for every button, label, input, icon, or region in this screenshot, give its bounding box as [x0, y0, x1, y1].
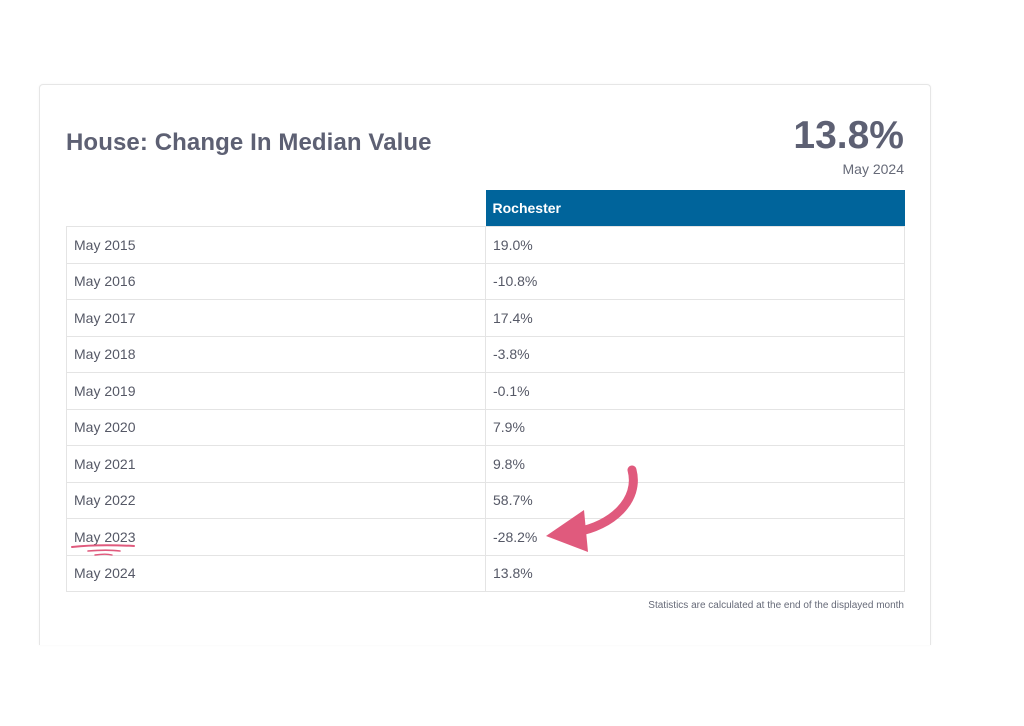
- table-row: May 2016 -10.8%: [66, 262, 905, 300]
- table-row: May 2022 58.7%: [66, 481, 905, 519]
- row-value: 13.8%: [485, 554, 905, 592]
- median-value-table: Rochester May 2015 19.0% May 2016 -10.8%…: [66, 190, 905, 592]
- row-value: 7.9%: [485, 408, 905, 446]
- table-row: May 2015 19.0%: [66, 226, 905, 264]
- row-period: May 2018: [66, 335, 486, 373]
- row-value: -10.8%: [485, 262, 905, 300]
- table-row: May 2020 7.9%: [66, 408, 905, 446]
- row-period: May 2015: [66, 226, 486, 264]
- row-value: 19.0%: [485, 226, 905, 264]
- table-row-highlighted: May 2023 -28.2%: [66, 518, 905, 556]
- row-value: -0.1%: [485, 372, 905, 410]
- column-header-rochester: Rochester: [485, 190, 905, 227]
- table-row: May 2017 17.4%: [66, 299, 905, 337]
- stats-card: House: Change In Median Value 13.8% May …: [39, 84, 931, 645]
- row-value: 58.7%: [485, 481, 905, 519]
- row-period: May 2022: [66, 481, 486, 519]
- row-period: May 2021: [66, 445, 486, 483]
- table-row: May 2021 9.8%: [66, 445, 905, 483]
- row-value: -3.8%: [485, 335, 905, 373]
- table-row: May 2024 13.8%: [66, 554, 905, 592]
- card-title: House: Change In Median Value: [66, 129, 432, 156]
- row-period: May 2017: [66, 299, 486, 337]
- row-period: May 2024: [66, 554, 486, 592]
- row-value: 17.4%: [485, 299, 905, 337]
- row-value: -28.2%: [485, 518, 905, 556]
- row-period: May 2019: [66, 372, 486, 410]
- headline-date: May 2024: [842, 161, 904, 177]
- row-period: May 2023: [66, 518, 486, 556]
- table-row: May 2018 -3.8%: [66, 335, 905, 373]
- row-period: May 2020: [66, 408, 486, 446]
- row-value: 9.8%: [485, 445, 905, 483]
- row-period: May 2016: [66, 262, 486, 300]
- table-row: May 2019 -0.1%: [66, 372, 905, 410]
- table-header-row: Rochester: [66, 190, 905, 227]
- footnote: Statistics are calculated at the end of …: [648, 600, 904, 611]
- headline-value: 13.8%: [793, 114, 904, 157]
- column-header-period: [66, 190, 486, 227]
